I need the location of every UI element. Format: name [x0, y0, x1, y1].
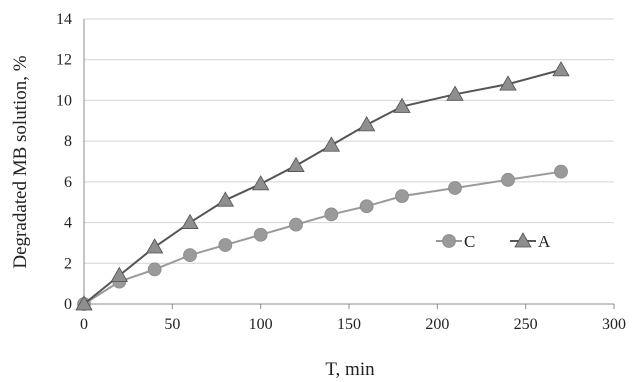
data-point [287, 156, 305, 172]
y-tick-label: 6 [64, 174, 72, 191]
legend-item: A [510, 232, 551, 251]
legend-label: C [464, 232, 475, 251]
gridlines [84, 18, 614, 264]
data-point [446, 85, 464, 101]
legend-marker [442, 234, 456, 248]
legend-label: A [538, 232, 551, 251]
x-tick-label: 250 [514, 316, 538, 333]
data-point [75, 295, 93, 311]
x-tick-label: 150 [337, 316, 361, 333]
y-tick-labels: 0 2 4 6 8 10 12 14 [56, 11, 72, 313]
y-tick-label: 4 [64, 215, 72, 232]
x-tick-label: 0 [80, 316, 88, 333]
x-tick-label: 300 [602, 316, 626, 333]
series-group [75, 61, 570, 311]
x-tick-label: 50 [164, 316, 180, 333]
y-axis-title: Degradated MB solution, % [10, 55, 31, 268]
data-point [324, 207, 339, 222]
data-point [499, 75, 517, 91]
data-point [552, 61, 570, 77]
data-point [183, 248, 197, 263]
data-point [181, 213, 199, 229]
data-point [359, 199, 374, 214]
series-a [75, 61, 570, 311]
legend-item: C [436, 232, 475, 251]
data-point [218, 238, 233, 252]
series-c [77, 164, 568, 311]
data-point [357, 116, 376, 132]
data-point [251, 175, 270, 191]
data-point [110, 266, 129, 282]
legend-marker [514, 232, 532, 248]
series-line [83, 170, 562, 305]
data-point [322, 136, 341, 152]
y-tick-label: 8 [64, 133, 72, 150]
data-point [448, 181, 462, 195]
data-point [253, 227, 268, 242]
data-point [216, 191, 235, 207]
data-point [501, 172, 515, 187]
x-tick-label: 100 [249, 316, 273, 333]
y-tick-label: 0 [64, 296, 72, 313]
data-point [554, 164, 568, 179]
x-tick-labels: 0 50 100 150 200 250 300 [80, 316, 626, 333]
data-point [395, 189, 409, 204]
y-tick-label: 12 [56, 52, 72, 69]
data-point [393, 97, 411, 113]
y-tick-label: 2 [64, 255, 72, 272]
x-tick-label: 200 [425, 316, 449, 333]
data-point [289, 217, 303, 232]
axes [83, 19, 615, 309]
data-point [145, 238, 164, 254]
y-tick-label: 14 [56, 11, 72, 28]
x-axis-title: T, min [325, 359, 375, 380]
y-tick-label: 10 [56, 92, 72, 109]
data-point [147, 262, 162, 277]
